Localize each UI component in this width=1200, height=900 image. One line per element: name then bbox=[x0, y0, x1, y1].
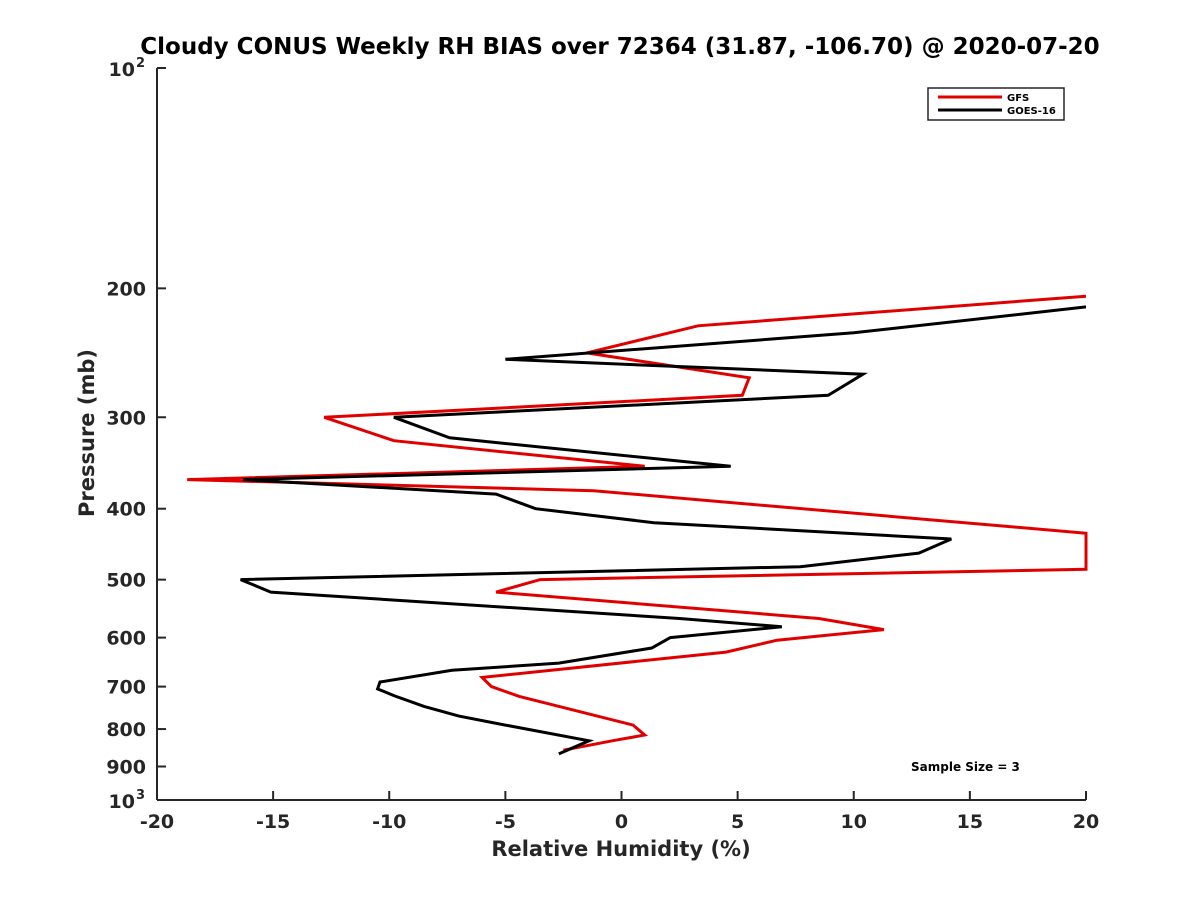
plot-area bbox=[187, 294, 1088, 756]
x-tick-label: 5 bbox=[731, 811, 744, 833]
x-tick-label: -15 bbox=[256, 811, 290, 833]
x-tick-label: 0 bbox=[615, 811, 628, 833]
x-tick-label: -10 bbox=[372, 811, 406, 833]
y-tick-label: 800 bbox=[106, 719, 146, 741]
x-axis-label: Relative Humidity (%) bbox=[491, 837, 750, 861]
x-tick-label: 15 bbox=[957, 811, 983, 833]
y-tick-exponent: 3 bbox=[136, 788, 145, 803]
x-tick-label: -5 bbox=[495, 811, 516, 833]
x-tick-label: 20 bbox=[1073, 811, 1099, 833]
y-tick-label: 600 bbox=[106, 628, 146, 650]
legend-box bbox=[927, 87, 1065, 121]
y-tick-label: 300 bbox=[106, 407, 146, 429]
sample-size-annotation: Sample Size = 3 bbox=[911, 760, 1020, 774]
y-tick-label: 10 bbox=[109, 791, 135, 813]
x-tick-label: -20 bbox=[140, 811, 174, 833]
legend: GFS GOES-16 bbox=[927, 87, 1065, 121]
y-tick-exponent: 2 bbox=[136, 56, 145, 71]
y-tick-label: 500 bbox=[106, 570, 146, 592]
y-tick-label: 400 bbox=[106, 499, 146, 521]
axes bbox=[156, 68, 1086, 801]
legend-label: GOES-16 bbox=[1007, 106, 1056, 117]
y-tick-label: 10 bbox=[109, 59, 135, 81]
x-tick-label: 10 bbox=[841, 811, 867, 833]
y-tick-label: 200 bbox=[106, 278, 146, 300]
chart-title: Cloudy CONUS Weekly RH BIAS over 72364 (… bbox=[140, 34, 1099, 60]
x-ticks: -20 -15 -10 -5 0 5 10 15 20 bbox=[140, 791, 1099, 833]
series-line-gfs bbox=[187, 294, 1088, 752]
y-tick-label: 900 bbox=[106, 757, 146, 779]
y-axis-label: Pressure (mb) bbox=[75, 349, 99, 517]
series-line-goes-16 bbox=[240, 305, 1087, 756]
legend-label: GFS bbox=[1007, 93, 1029, 104]
y-tick-label: 700 bbox=[106, 677, 146, 699]
